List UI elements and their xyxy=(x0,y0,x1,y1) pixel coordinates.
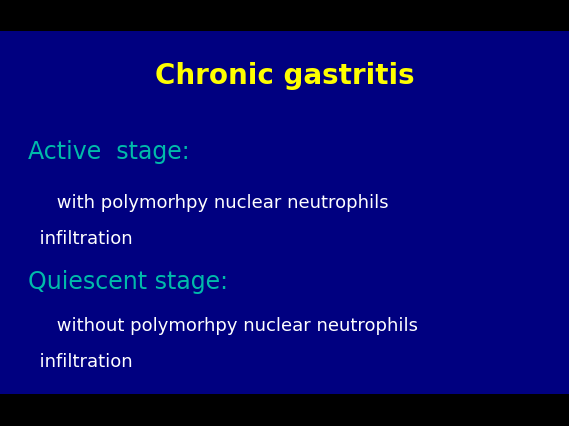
Text: with polymorhpy nuclear neutrophils: with polymorhpy nuclear neutrophils xyxy=(28,193,389,211)
Text: Chronic gastritis: Chronic gastritis xyxy=(155,61,414,89)
Text: without polymorhpy nuclear neutrophils: without polymorhpy nuclear neutrophils xyxy=(28,316,418,334)
Bar xyxy=(0,32,569,394)
Text: infiltration: infiltration xyxy=(28,229,133,248)
Text: infiltration: infiltration xyxy=(28,352,133,371)
Text: Quiescent stage:: Quiescent stage: xyxy=(28,270,228,294)
Text: Active  stage:: Active stage: xyxy=(28,139,190,164)
